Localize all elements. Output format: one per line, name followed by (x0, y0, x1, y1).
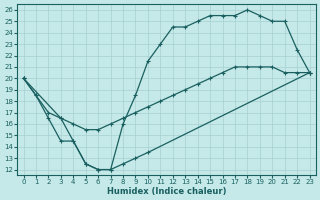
X-axis label: Humidex (Indice chaleur): Humidex (Indice chaleur) (107, 187, 226, 196)
